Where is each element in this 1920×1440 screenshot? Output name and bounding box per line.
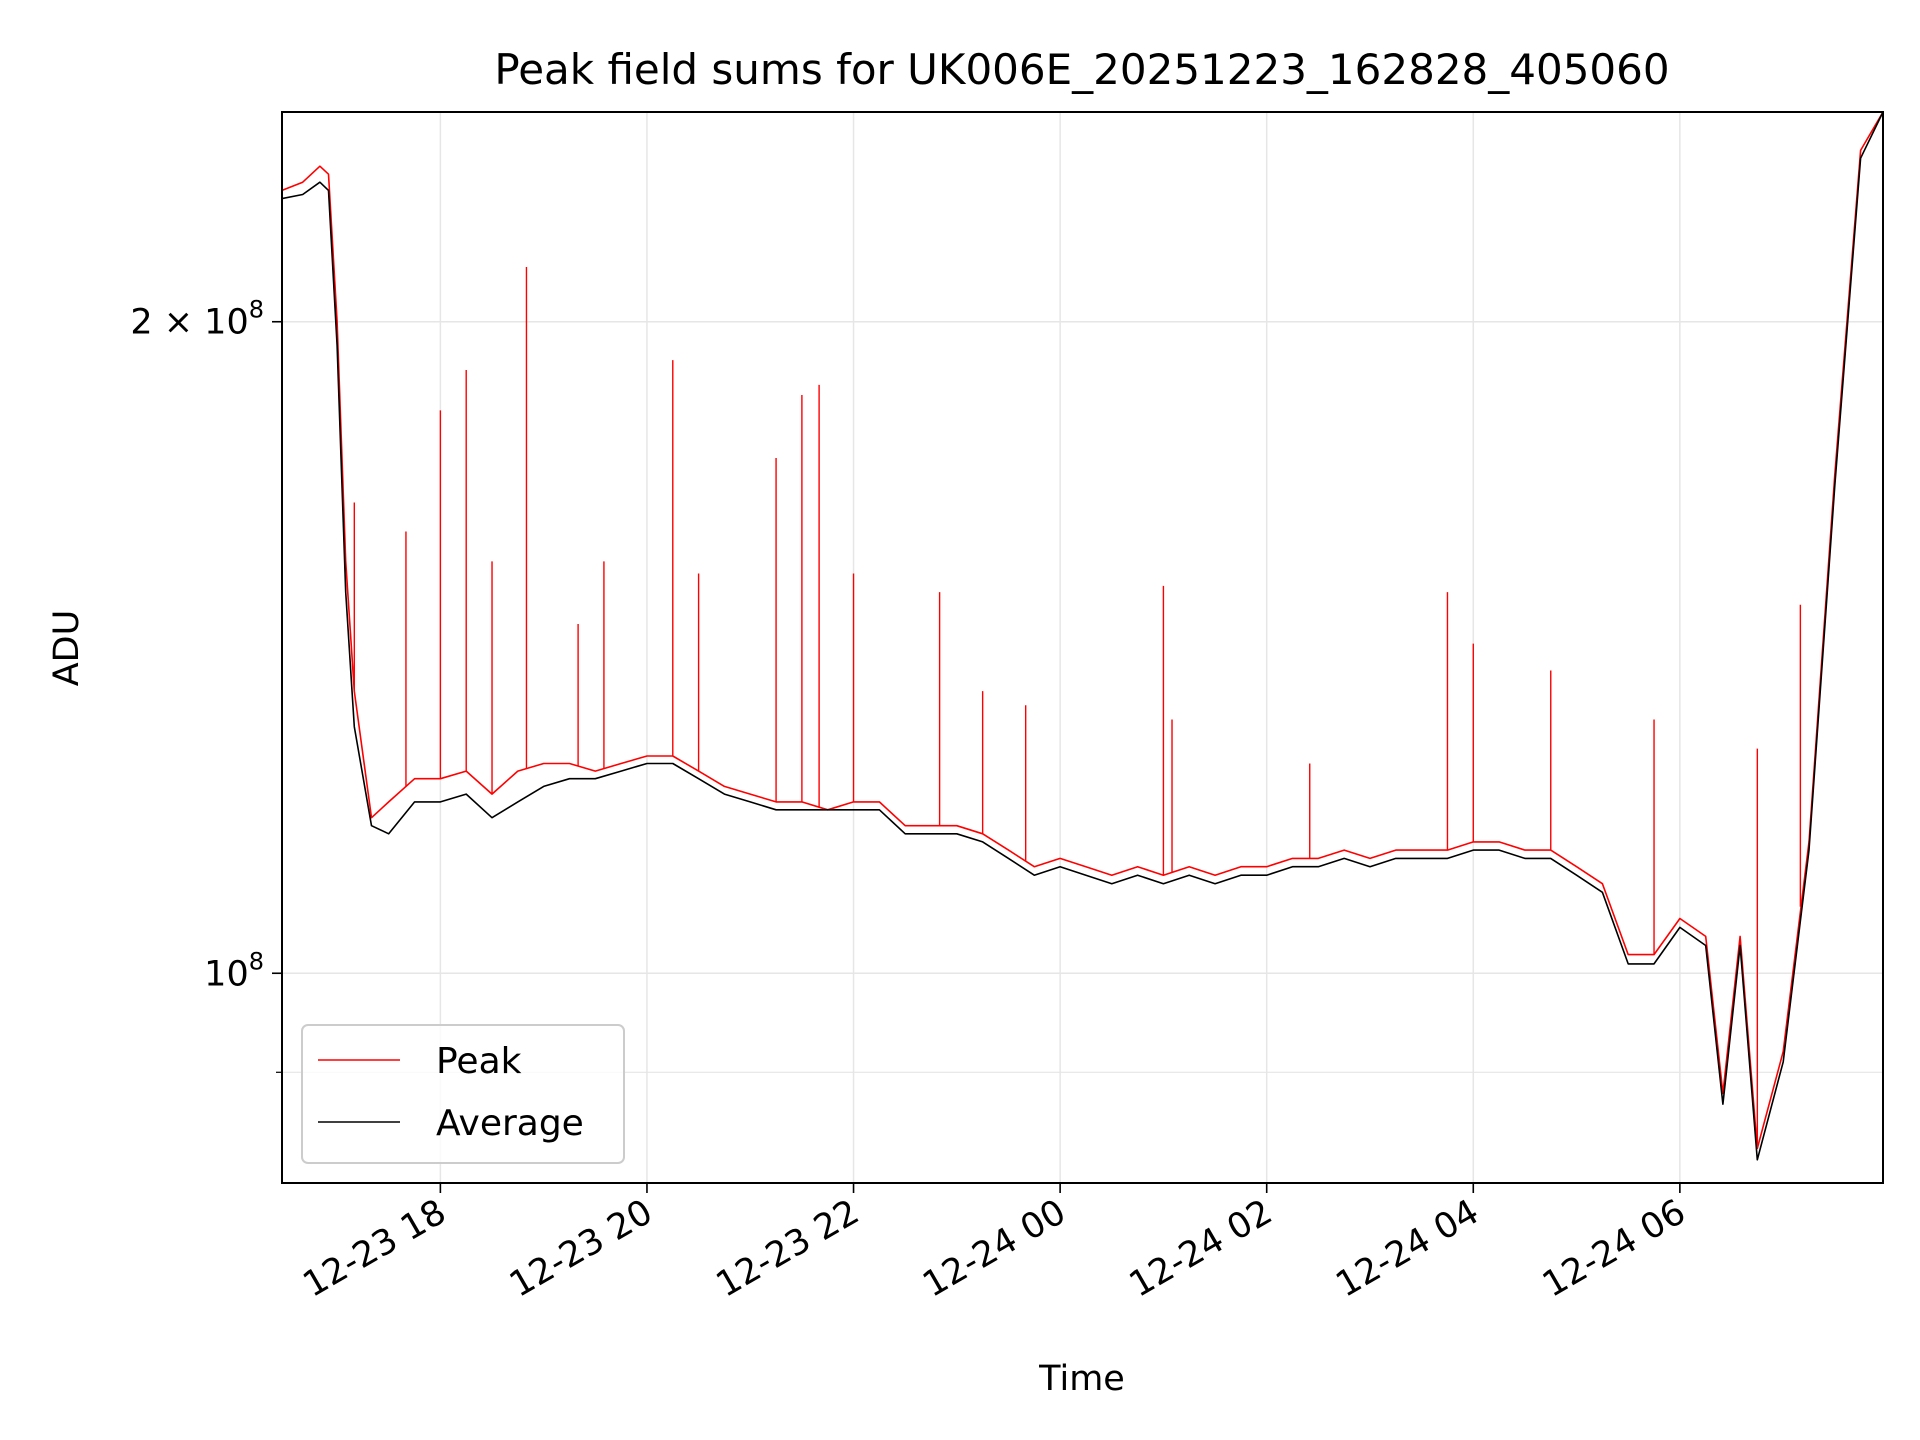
- x-axis-label: Time: [1038, 1359, 1125, 1399]
- series-peak: [282, 112, 1883, 1150]
- legend: Peak Average: [301, 1024, 625, 1164]
- plot-frame: [281, 111, 1884, 1184]
- legend-label-peak: Peak: [436, 1041, 522, 1082]
- y-axis-label: ADU: [47, 610, 87, 687]
- chart-title: Peak field sums for UK006E_20251223_1628…: [494, 45, 1669, 94]
- y-tick-label: 2 × 108: [130, 296, 264, 343]
- y-tick-label-base: 2 × 10: [130, 303, 248, 343]
- series-average: [282, 112, 1883, 1161]
- y-tick-label-exponent: 8: [249, 947, 264, 975]
- y-tick-label-base: 10: [204, 954, 249, 994]
- y-tick-label-exponent: 8: [249, 296, 264, 324]
- plot-area: [282, 112, 1883, 1161]
- series-layer: [282, 112, 1883, 1161]
- legend-label-average: Average: [436, 1103, 584, 1144]
- series-line-average: [282, 112, 1883, 1161]
- y-tick-label: 108: [204, 947, 264, 994]
- series-line-peak: [282, 112, 1883, 1150]
